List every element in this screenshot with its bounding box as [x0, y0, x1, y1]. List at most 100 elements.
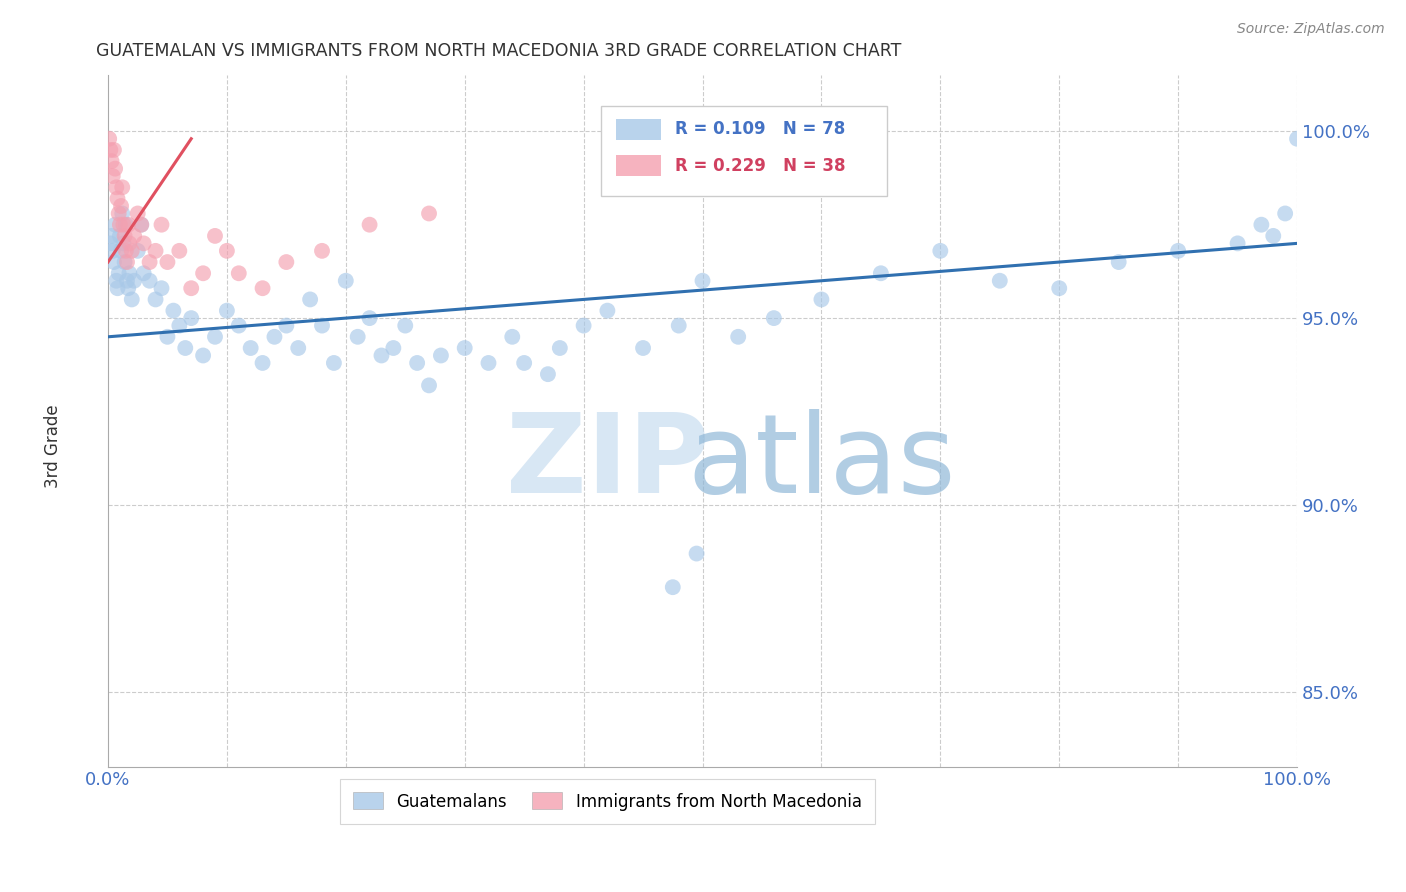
Point — [112, 218, 135, 232]
Point — [204, 228, 226, 243]
Point — [454, 341, 477, 355]
Point — [138, 255, 160, 269]
Point — [127, 206, 149, 220]
Point — [537, 367, 560, 381]
Point — [127, 244, 149, 258]
Point — [548, 341, 571, 355]
Point — [107, 281, 129, 295]
Point — [191, 349, 214, 363]
Point — [112, 236, 135, 251]
Point — [252, 356, 274, 370]
Point — [988, 274, 1011, 288]
Point — [108, 228, 131, 243]
Point — [418, 378, 440, 392]
Point — [311, 318, 333, 333]
Point — [276, 255, 298, 269]
Point — [101, 244, 124, 258]
Point — [572, 318, 595, 333]
Point — [870, 266, 893, 280]
Point — [107, 192, 129, 206]
Point — [150, 281, 173, 295]
Point — [98, 236, 121, 251]
Point — [105, 274, 128, 288]
Point — [180, 281, 202, 295]
Point — [513, 356, 536, 370]
Point — [692, 274, 714, 288]
Point — [104, 218, 127, 232]
Point — [430, 349, 453, 363]
Point — [335, 274, 357, 288]
Point — [359, 218, 381, 232]
Point — [810, 293, 832, 307]
Point — [215, 303, 238, 318]
Point — [252, 281, 274, 295]
Point — [121, 244, 143, 258]
Point — [150, 218, 173, 232]
Point — [596, 303, 619, 318]
Point — [115, 274, 138, 288]
Point — [110, 244, 132, 258]
Point — [98, 132, 121, 146]
Point — [122, 228, 145, 243]
Point — [394, 318, 416, 333]
Point — [138, 274, 160, 288]
Point — [662, 580, 685, 594]
Point — [98, 143, 121, 157]
Text: Source: ZipAtlas.com: Source: ZipAtlas.com — [1237, 22, 1385, 37]
Point — [346, 330, 368, 344]
Point — [322, 356, 344, 370]
Point — [121, 293, 143, 307]
Point — [1286, 132, 1309, 146]
Point — [105, 180, 128, 194]
Point — [311, 244, 333, 258]
Point — [1250, 218, 1272, 232]
Point — [162, 303, 184, 318]
Point — [114, 255, 136, 269]
Point — [129, 218, 152, 232]
Point — [169, 244, 191, 258]
Point — [762, 311, 785, 326]
Point — [370, 349, 392, 363]
Point — [228, 266, 250, 280]
Point — [118, 266, 141, 280]
FancyBboxPatch shape — [616, 155, 661, 176]
Text: ZIP: ZIP — [506, 409, 709, 516]
Point — [117, 281, 139, 295]
Point — [929, 244, 952, 258]
Point — [1226, 236, 1249, 251]
Legend: Guatemalans, Immigrants from North Macedonia: Guatemalans, Immigrants from North Maced… — [340, 779, 875, 824]
Point — [418, 206, 440, 220]
Text: 3rd Grade: 3rd Grade — [45, 404, 62, 488]
Point — [263, 330, 285, 344]
Point — [668, 318, 690, 333]
Point — [204, 330, 226, 344]
Point — [180, 311, 202, 326]
Text: R = 0.109   N = 78: R = 0.109 N = 78 — [675, 120, 845, 138]
Point — [111, 180, 134, 194]
Point — [103, 143, 125, 157]
Text: atlas: atlas — [688, 409, 956, 516]
Point — [299, 293, 322, 307]
Point — [287, 341, 309, 355]
Point — [132, 266, 155, 280]
Point — [129, 218, 152, 232]
Point — [107, 266, 129, 280]
Point — [1108, 255, 1130, 269]
Point — [156, 330, 179, 344]
Point — [100, 228, 122, 243]
Point — [156, 255, 179, 269]
Point — [145, 244, 167, 258]
Point — [122, 274, 145, 288]
Point — [1274, 206, 1296, 220]
Point — [104, 161, 127, 176]
Point — [1167, 244, 1189, 258]
Point — [685, 547, 707, 561]
Point — [108, 218, 131, 232]
Point — [477, 356, 499, 370]
Point — [101, 169, 124, 183]
Point — [382, 341, 405, 355]
Point — [132, 236, 155, 251]
Point — [107, 206, 129, 220]
Point — [406, 356, 429, 370]
Point — [118, 236, 141, 251]
